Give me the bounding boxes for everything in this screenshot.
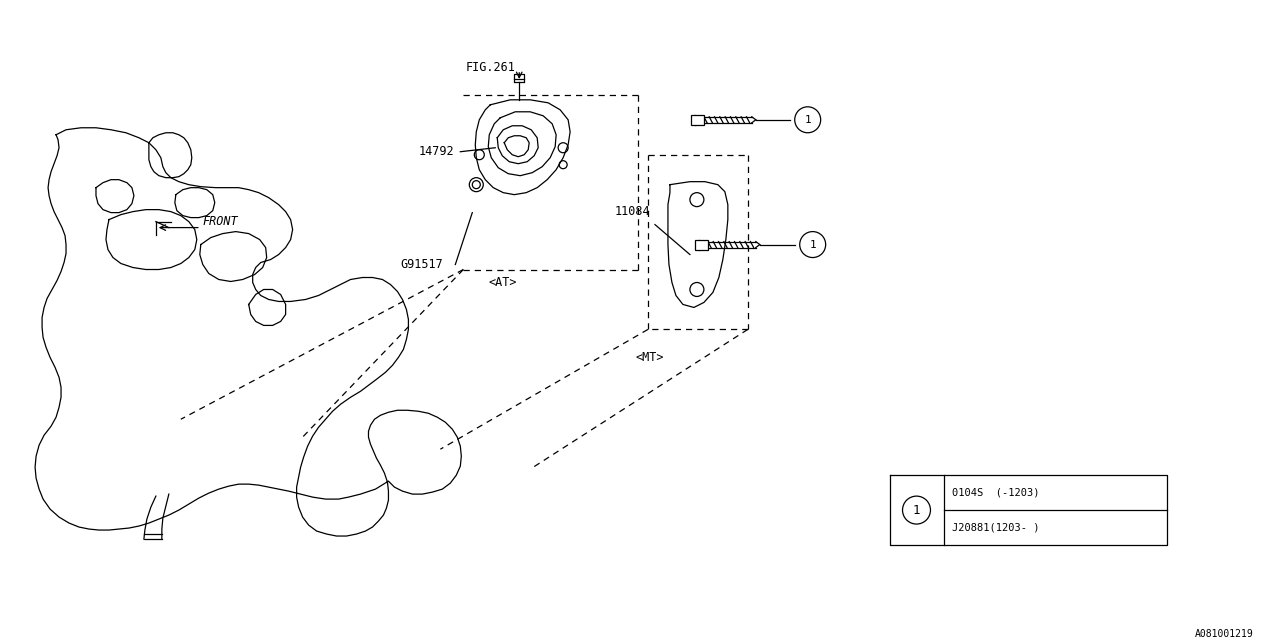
Bar [695,239,708,250]
Text: 14792: 14792 [419,145,454,158]
Text: <MT>: <MT> [635,351,663,364]
Text: G91517: G91517 [401,258,443,271]
Text: 0104S  (-1203): 0104S (-1203) [952,488,1039,498]
Text: <AT>: <AT> [488,276,517,289]
Text: A081001219: A081001219 [1196,629,1254,639]
Text: 11084: 11084 [616,205,650,218]
Bar [691,115,704,125]
Text: FRONT: FRONT [202,215,238,228]
Text: 1: 1 [913,504,920,516]
Text: 1: 1 [804,115,812,125]
Text: J20881(1203- ): J20881(1203- ) [952,522,1039,532]
Text: FIG.261: FIG.261 [466,61,516,74]
Text: 1: 1 [809,239,817,250]
